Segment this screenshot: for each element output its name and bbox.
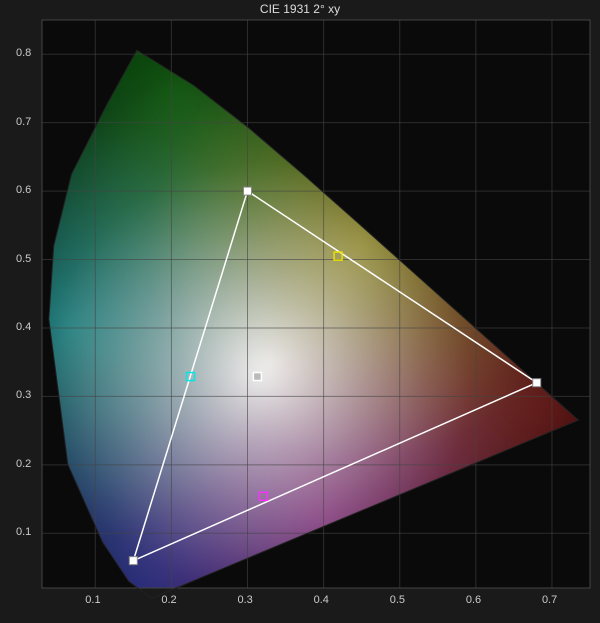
y-tick-label: 0.7: [16, 116, 31, 128]
y-tick-label: 0.8: [16, 47, 31, 59]
chart-svg: [0, 0, 600, 623]
y-tick-label: 0.3: [16, 389, 31, 401]
cie-chart: CIE 1931 2° xy 0.10.20.30.40.50.60.70.10…: [0, 0, 600, 623]
x-tick-label: 0.6: [466, 594, 481, 606]
y-tick-label: 0.5: [16, 253, 31, 265]
y-tick-label: 0.1: [16, 526, 31, 538]
vertex-green-marker: [244, 187, 252, 195]
y-tick-label: 0.4: [16, 321, 31, 333]
x-tick-label: 0.2: [161, 594, 176, 606]
white-marker: [253, 373, 261, 381]
y-tick-label: 0.2: [16, 458, 31, 470]
x-tick-label: 0.7: [542, 594, 557, 606]
vertex-blue-marker: [129, 557, 137, 565]
x-tick-label: 0.5: [390, 594, 405, 606]
x-tick-label: 0.3: [238, 594, 253, 606]
vertex-red-marker: [533, 379, 541, 387]
x-tick-label: 0.1: [85, 594, 100, 606]
x-tick-label: 0.4: [314, 594, 329, 606]
y-tick-label: 0.6: [16, 184, 31, 196]
